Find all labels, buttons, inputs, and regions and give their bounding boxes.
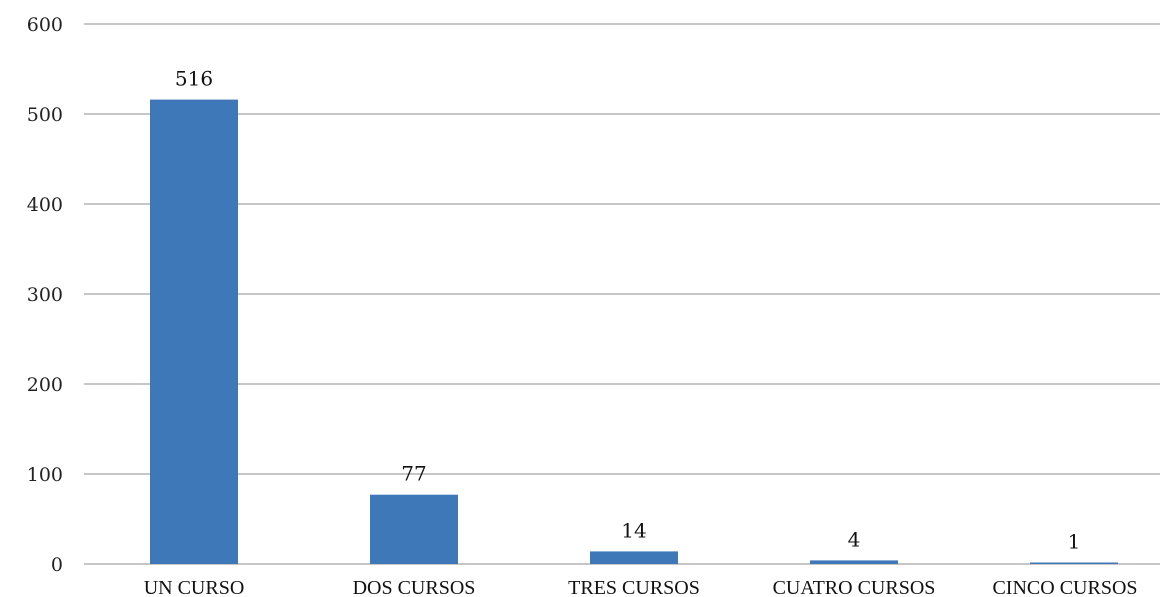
y-tick-label: 600 [27,14,63,36]
bar [1030,562,1118,564]
bar [150,99,238,564]
data-label: 516 [175,67,213,91]
data-labels: 516 77 14 4 1 [175,67,1080,554]
y-tick-label: 0 [51,554,63,576]
bar [370,494,458,564]
gridlines [84,23,1160,565]
x-category-label: TRES CURSOS [568,577,700,597]
bars [150,99,1118,564]
bar [810,560,898,564]
x-category-label: UN CURSO [144,577,245,597]
y-tick-label: 100 [27,464,63,486]
y-tick-label: 400 [27,194,63,216]
y-axis-ticks: 0 100 200 300 400 500 600 [27,14,63,576]
y-tick-label: 500 [27,104,63,126]
data-label: 77 [401,462,426,486]
x-category-label: DOS CURSOS [353,577,476,597]
y-tick-label: 200 [27,374,63,396]
data-label: 4 [848,527,861,551]
x-category-label: CUATRO CURSOS [773,577,936,597]
data-label: 14 [621,518,646,542]
data-label: 1 [1068,530,1081,554]
bar [590,551,678,564]
y-tick-label: 300 [27,284,63,306]
x-category-label: CINCO CURSOS [992,577,1137,597]
x-axis-categories: UN CURSO DOS CURSOS TRES CURSOS CUATRO CURS… [144,577,1138,597]
